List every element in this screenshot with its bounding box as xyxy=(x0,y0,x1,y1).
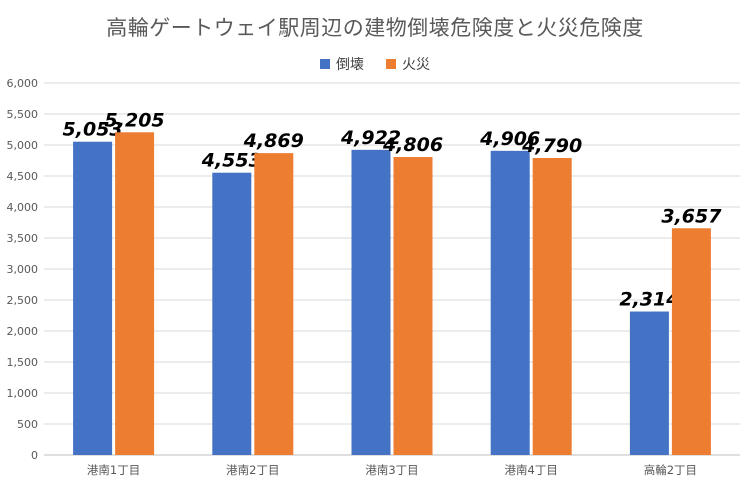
data-label: 4,790 xyxy=(521,135,582,157)
y-tick-label: 6,000 xyxy=(7,77,39,90)
legend: 倒壊 火災 xyxy=(0,54,750,74)
data-label: 2,314 xyxy=(619,289,679,311)
y-tick-label: 5,000 xyxy=(7,139,39,152)
data-label: 5,205 xyxy=(105,109,165,131)
chart-title: 高輪ゲートウェイ駅周辺の建物倒壊危険度と火災危険度 xyxy=(106,16,644,40)
bar-fire xyxy=(393,157,433,455)
legend-label-fire: 火災 xyxy=(402,57,430,73)
y-tick-label: 2,500 xyxy=(7,294,39,307)
x-tick-label: 港南1丁目 xyxy=(87,463,140,477)
bar-collapse xyxy=(351,149,391,455)
legend-label-collapse: 倒壊 xyxy=(336,57,364,73)
y-tick-label: 2,000 xyxy=(7,325,39,338)
x-tick-label: 港南4丁目 xyxy=(505,463,558,477)
y-tick-label: 1,000 xyxy=(7,387,39,400)
legend-swatch-collapse xyxy=(320,59,330,69)
data-label: 4,906 xyxy=(479,128,540,150)
y-tick-label: 4,000 xyxy=(7,201,39,214)
x-tick-label: 港南3丁目 xyxy=(365,463,418,477)
y-tick-label: 5,500 xyxy=(7,108,39,121)
bar-collapse xyxy=(73,141,113,456)
legend-item-fire: 火災 xyxy=(386,54,430,74)
bar-fire xyxy=(115,132,155,456)
bar-fire xyxy=(671,228,711,455)
data-label: 4,869 xyxy=(243,130,304,152)
legend-item-collapse: 倒壊 xyxy=(320,54,364,74)
y-tick-label: 1,500 xyxy=(7,356,39,369)
y-tick-label: 4,500 xyxy=(7,170,39,183)
data-label: 5,053 xyxy=(63,119,123,141)
y-tick-label: 3,500 xyxy=(7,232,39,245)
bar-collapse xyxy=(490,150,530,455)
y-tick-label: 500 xyxy=(17,418,38,431)
data-label: 4,922 xyxy=(340,127,401,149)
bar-collapse xyxy=(212,172,252,456)
x-tick-label: 高輪2丁目 xyxy=(644,463,697,477)
data-label: 4,806 xyxy=(382,134,443,156)
x-tick-label: 港南2丁目 xyxy=(226,463,279,477)
data-label: 3,657 xyxy=(661,205,722,227)
legend-swatch-fire xyxy=(386,59,396,69)
data-label: 4,553 xyxy=(201,150,262,172)
y-tick-label: 3,000 xyxy=(7,263,39,276)
bar-fire xyxy=(254,153,294,455)
y-tick-label: 0 xyxy=(31,449,38,462)
bar-fire xyxy=(532,158,572,455)
bar-collapse xyxy=(629,311,669,455)
